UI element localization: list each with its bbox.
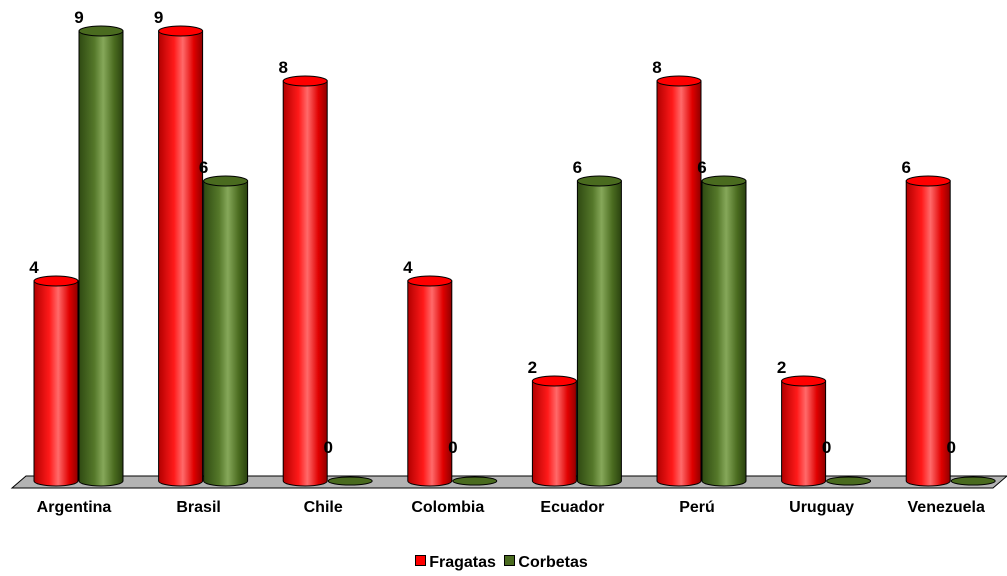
legend-label-corbetas: Corbetas [518, 554, 588, 571]
bar-fragatas-colombia [407, 275, 453, 487]
x-tick-label-chile: Chile [304, 499, 343, 516]
x-tick-label-peru: Perú [679, 499, 715, 516]
x-tick-label-venezuela: Venezuela [908, 499, 985, 516]
data-label-corbetas-chile: 0 [323, 438, 332, 457]
x-tick-label-colombia: Colombia [411, 499, 484, 516]
labels-layer: 4 9 Argentina 9 6 Brasil 8 0 Chile 4 0 Colombia 2 6 Ec… [29, 8, 985, 516]
data-label-fragatas-venezuela: 6 [901, 158, 910, 177]
bar-fragatas-venezuela [905, 175, 951, 487]
bar-corbetas-venezuela [950, 476, 996, 486]
bar-corbetas-colombia [452, 476, 498, 486]
bar-corbetas-chile [327, 476, 373, 486]
bar-fragatas-brasil [158, 25, 204, 487]
x-tick-label-ecuador: Ecuador [540, 499, 604, 516]
data-label-fragatas-argentina: 4 [29, 258, 39, 277]
legend-item-corbetas: Corbetas [504, 554, 588, 572]
data-label-fragatas-colombia: 4 [403, 258, 413, 277]
data-label-corbetas-colombia: 0 [448, 438, 457, 457]
bars-layer [33, 25, 996, 487]
data-label-fragatas-peru: 8 [652, 58, 661, 77]
data-label-corbetas-venezuela: 0 [946, 438, 955, 457]
bar-fragatas-uruguay [781, 375, 827, 487]
data-label-fragatas-ecuador: 2 [528, 358, 537, 377]
bar-corbetas-brasil [203, 175, 249, 487]
data-label-corbetas-brasil: 6 [199, 158, 208, 177]
x-tick-label-argentina: Argentina [37, 499, 112, 516]
x-tick-label-brasil: Brasil [176, 499, 220, 516]
data-label-fragatas-chile: 8 [278, 58, 287, 77]
data-label-corbetas-peru: 6 [697, 158, 706, 177]
bar-corbetas-uruguay [826, 476, 872, 486]
bar-fragatas-chile [282, 75, 328, 487]
bar-fragatas-argentina [33, 275, 79, 487]
legend-swatch-corbetas [504, 555, 516, 566]
data-label-fragatas-brasil: 9 [154, 8, 163, 27]
bar-corbetas-argentina [78, 25, 124, 487]
bar-corbetas-peru [701, 175, 747, 487]
legend-label-fragatas: Fragatas [429, 554, 496, 571]
data-label-fragatas-uruguay: 2 [777, 358, 786, 377]
data-label-corbetas-uruguay: 0 [822, 438, 831, 457]
bar-corbetas-ecuador [576, 175, 622, 487]
bar-fragatas-peru [656, 75, 702, 487]
x-tick-label-uruguay: Uruguay [789, 499, 854, 516]
legend-item-fragatas: Fragatas [415, 554, 496, 572]
bar-fragatas-ecuador [531, 375, 577, 487]
data-label-corbetas-argentina: 9 [74, 8, 83, 27]
legend: Fragatas Corbetas [0, 554, 1007, 572]
legend-swatch-fragatas [415, 555, 427, 566]
data-label-corbetas-ecuador: 6 [573, 158, 582, 177]
